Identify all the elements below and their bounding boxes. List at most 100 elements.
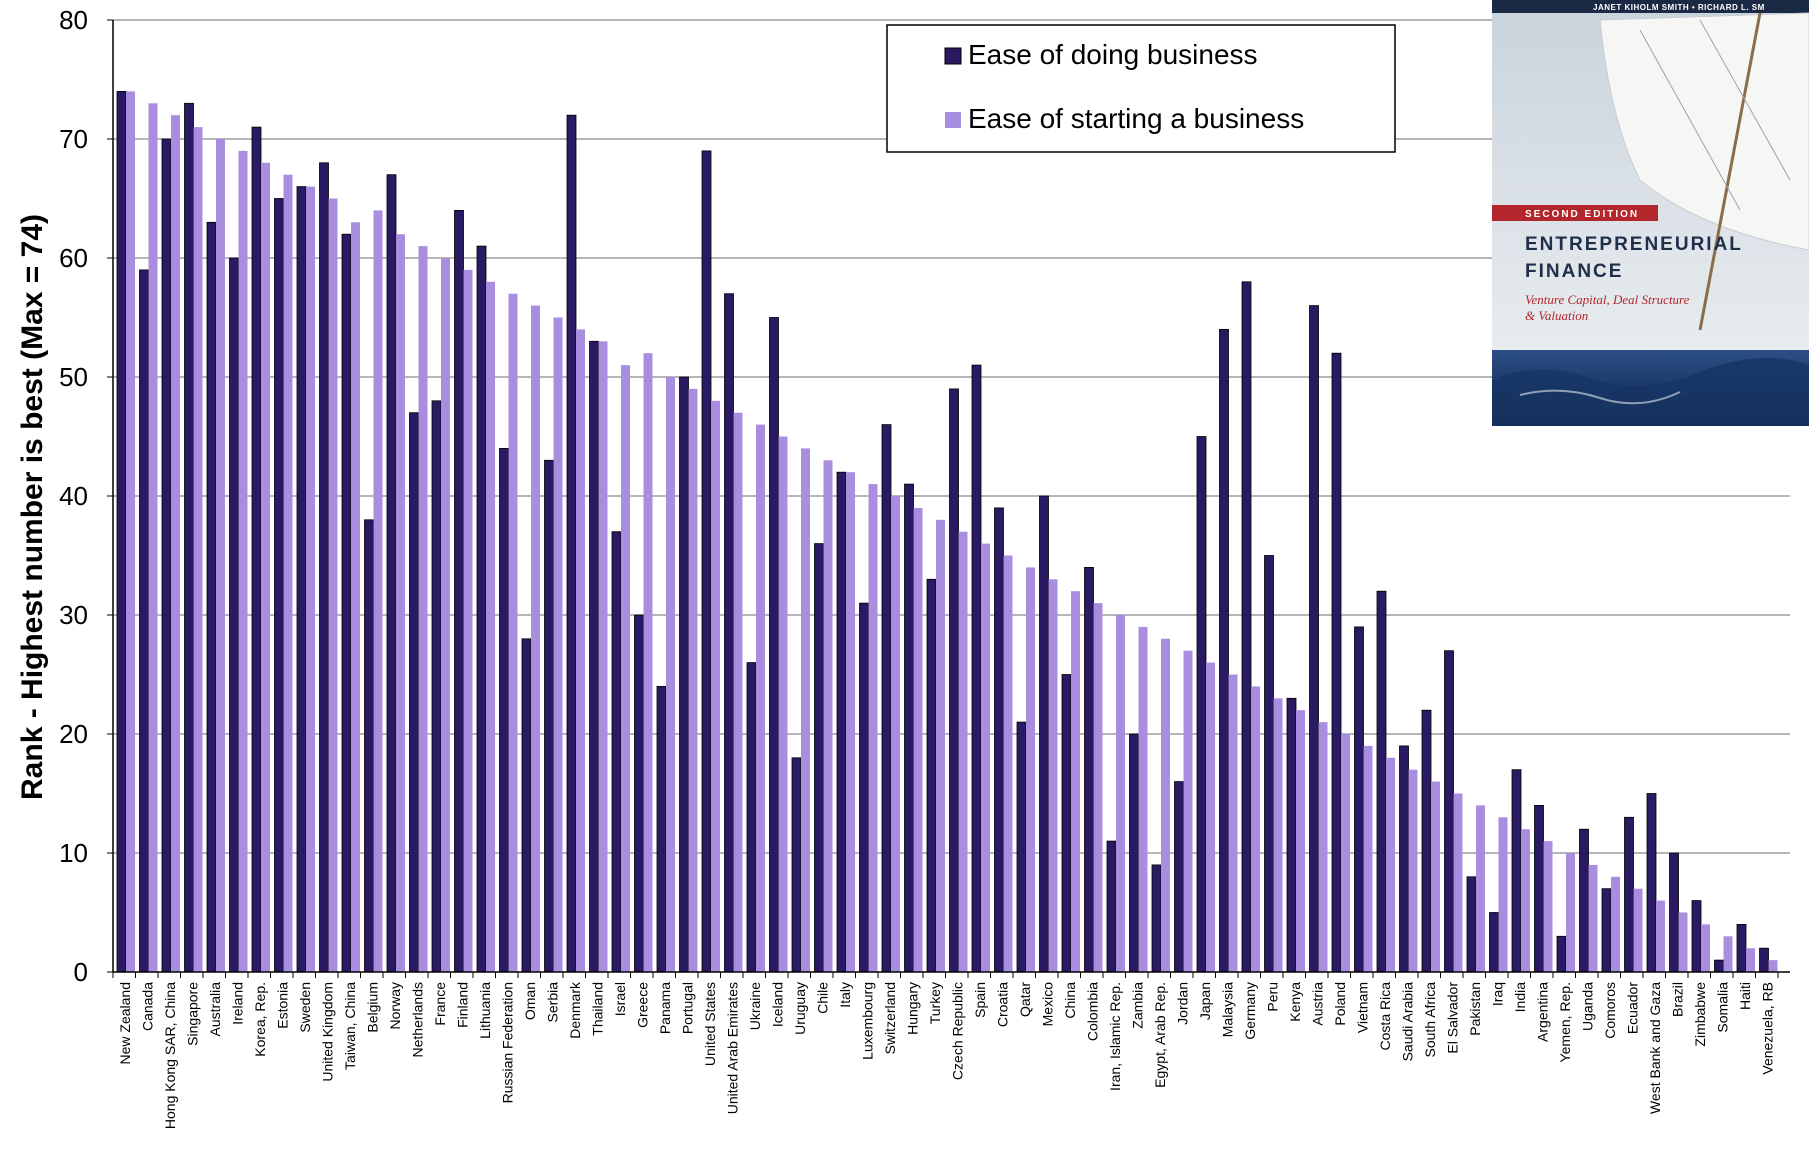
bar-ease-starting-business bbox=[1363, 745, 1373, 972]
bar-ease-starting-business bbox=[823, 460, 833, 972]
bar-ease-starting-business bbox=[283, 174, 293, 972]
bar-ease-doing-business bbox=[994, 507, 1004, 973]
x-tick-label: Denmark bbox=[567, 981, 583, 1039]
bar-ease-doing-business bbox=[206, 221, 217, 973]
bar-ease-doing-business bbox=[1264, 555, 1274, 973]
bar-ease-doing-business bbox=[701, 150, 712, 973]
bar-ease-starting-business bbox=[1656, 900, 1665, 972]
bar-ease-doing-business bbox=[611, 531, 622, 973]
x-tick-label: Brazil bbox=[1670, 982, 1686, 1017]
bar-ease-starting-business bbox=[936, 519, 945, 972]
x-tick-label: Jordan bbox=[1175, 982, 1191, 1025]
x-tick-label: Japan bbox=[1197, 982, 1213, 1020]
bar-ease-doing-business bbox=[656, 686, 667, 973]
bar-ease-doing-business bbox=[1421, 709, 1432, 973]
x-tick-label: United States bbox=[702, 982, 718, 1066]
bar-ease-starting-business bbox=[981, 543, 990, 972]
x-tick-label: Argentina bbox=[1535, 982, 1551, 1042]
cover-author-strip bbox=[1492, 0, 1809, 13]
bar-ease-doing-business bbox=[139, 269, 149, 973]
legend-box bbox=[886, 24, 1396, 153]
x-tick-label: Austria bbox=[1310, 982, 1326, 1026]
bar-ease-doing-business bbox=[409, 412, 419, 973]
bar-ease-doing-business bbox=[746, 662, 757, 973]
rigging-line bbox=[1639, 29, 1741, 211]
bar-ease-doing-business bbox=[1669, 852, 1679, 973]
bar-ease-starting-business bbox=[1431, 781, 1440, 972]
rigging-line bbox=[1699, 19, 1791, 181]
bar-ease-starting-business bbox=[463, 269, 473, 972]
x-tick-label: Egypt, Arab Rep. bbox=[1152, 982, 1168, 1088]
bar-ease-starting-business bbox=[1296, 710, 1305, 972]
bar-ease-starting-business bbox=[711, 400, 720, 972]
x-tick-label: Costa Rica bbox=[1377, 982, 1393, 1051]
x-tick-label: Sweden bbox=[297, 982, 313, 1033]
x-tick-label: Ecuador bbox=[1625, 982, 1641, 1034]
bar-ease-doing-business bbox=[319, 162, 329, 973]
bar-ease-starting-business bbox=[891, 496, 900, 972]
x-tick-label: Hong Kong SAR, China bbox=[162, 982, 178, 1129]
y-tick-label: 30 bbox=[59, 600, 88, 630]
y-tick-label: 80 bbox=[59, 5, 88, 35]
x-tick-label: Thailand bbox=[590, 982, 606, 1036]
bar-ease-doing-business bbox=[1196, 436, 1207, 973]
x-tick-label: Venezuela, RB bbox=[1760, 982, 1776, 1075]
bar-ease-doing-business bbox=[1489, 912, 1499, 973]
bar-ease-starting-business bbox=[351, 222, 360, 973]
bar-ease-doing-business bbox=[1354, 626, 1364, 973]
bar-ease-starting-business bbox=[148, 103, 158, 973]
bar-ease-doing-business bbox=[1399, 745, 1409, 973]
x-tick-label: Spain bbox=[972, 982, 988, 1018]
bar-ease-doing-business bbox=[949, 388, 959, 973]
bar-ease-starting-business bbox=[1093, 603, 1103, 972]
x-tick-label: Serbia bbox=[545, 982, 561, 1023]
cover-edition-band bbox=[1492, 205, 1658, 221]
bar-ease-starting-business bbox=[913, 507, 923, 972]
bar-ease-starting-business bbox=[126, 91, 135, 972]
bar-ease-starting-business bbox=[1723, 936, 1733, 972]
x-tick-label: Pakistan bbox=[1467, 982, 1483, 1036]
x-tick-label: Germany bbox=[1242, 982, 1258, 1040]
bar-ease-doing-business bbox=[566, 114, 577, 973]
bar-ease-doing-business bbox=[634, 614, 644, 973]
bar-ease-doing-business bbox=[1759, 947, 1769, 973]
x-tick-label: Zambia bbox=[1130, 982, 1146, 1029]
bar-ease-starting-business bbox=[1633, 888, 1643, 972]
bar-ease-starting-business bbox=[756, 424, 765, 973]
bar-ease-doing-business bbox=[904, 483, 914, 973]
bar-ease-doing-business bbox=[1241, 281, 1252, 973]
x-tick-label: Zimbabwe bbox=[1692, 982, 1708, 1047]
bar-ease-starting-business bbox=[1566, 853, 1575, 972]
x-tick-label: Haiti bbox=[1737, 982, 1753, 1010]
bar-ease-starting-business bbox=[1003, 555, 1013, 972]
bar-ease-starting-business bbox=[621, 365, 630, 973]
bar-ease-doing-business bbox=[1129, 733, 1139, 973]
bar-ease-starting-business bbox=[553, 317, 563, 972]
x-tick-label: Malaysia bbox=[1220, 982, 1236, 1037]
bar-ease-starting-business bbox=[1521, 829, 1530, 972]
x-tick-label: India bbox=[1512, 982, 1528, 1013]
bar-ease-doing-business bbox=[251, 126, 262, 973]
bar-ease-doing-business bbox=[1691, 900, 1702, 973]
bar-ease-starting-business bbox=[441, 258, 450, 972]
x-tick-label: Panama bbox=[657, 982, 673, 1034]
bar-ease-starting-business bbox=[1318, 722, 1328, 972]
x-tick-label: Estonia bbox=[275, 982, 291, 1029]
y-tick-label: 60 bbox=[59, 243, 88, 273]
bar-ease-starting-business bbox=[1453, 793, 1463, 972]
bar-ease-doing-business bbox=[116, 91, 127, 973]
x-tick-label: Qatar bbox=[1017, 982, 1033, 1017]
cover-subtitle-line-2: & Valuation bbox=[1525, 308, 1588, 323]
bar-ease-starting-business bbox=[801, 448, 810, 972]
x-tick-label: Vietnam bbox=[1355, 982, 1371, 1033]
x-tick-label: Kenya bbox=[1287, 982, 1303, 1022]
bar-ease-starting-business bbox=[328, 198, 338, 972]
bar-ease-doing-business bbox=[1466, 876, 1477, 973]
bar-ease-starting-business bbox=[1026, 567, 1035, 972]
bar-ease-doing-business bbox=[589, 340, 599, 973]
bar-ease-starting-business bbox=[486, 281, 495, 972]
legend-label-ease-doing-business: Ease of doing business bbox=[968, 39, 1258, 70]
x-tick-label: Iraq bbox=[1490, 982, 1506, 1006]
bar-ease-starting-business bbox=[958, 531, 968, 972]
